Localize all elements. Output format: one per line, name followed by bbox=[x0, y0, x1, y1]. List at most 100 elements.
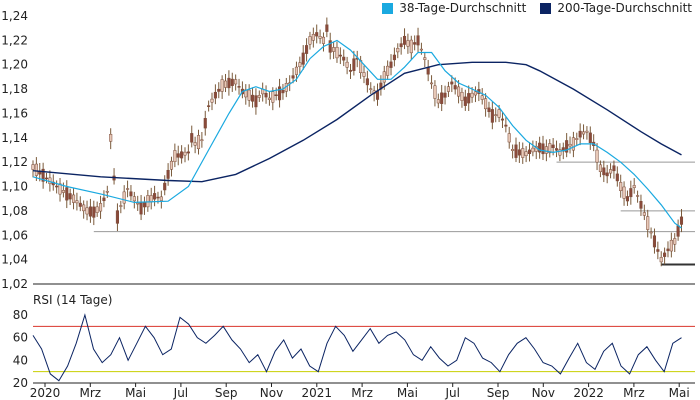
legend-item-ma200: 200-Tage-Durchschnitt bbox=[540, 1, 692, 15]
candle-body bbox=[281, 89, 285, 94]
candle-body bbox=[159, 196, 163, 201]
candle-body bbox=[298, 62, 302, 68]
ma200-line bbox=[32, 61, 682, 183]
candle-body bbox=[663, 252, 667, 257]
candle-body bbox=[88, 206, 92, 217]
candle-body bbox=[227, 77, 231, 89]
candle-body bbox=[44, 177, 49, 180]
candle-body bbox=[365, 78, 369, 86]
x-tick-label: Mai bbox=[669, 386, 690, 400]
legend-label-ma200: 200-Tage-Durchschnitt bbox=[557, 1, 692, 15]
candle-body bbox=[305, 45, 309, 54]
candle-body bbox=[132, 196, 136, 202]
rsi-y-tick-label: 80 bbox=[13, 308, 28, 322]
candle-body bbox=[139, 202, 143, 215]
candle-body bbox=[82, 204, 86, 212]
candle-body bbox=[507, 133, 511, 143]
candle-body bbox=[602, 167, 606, 176]
candle-body bbox=[500, 118, 505, 121]
candle-body bbox=[673, 238, 677, 245]
candle-body bbox=[598, 164, 602, 172]
candle-body bbox=[636, 195, 640, 197]
candle-body bbox=[129, 191, 133, 197]
x-tick-label: Jul bbox=[173, 386, 188, 400]
candle-body bbox=[126, 188, 130, 190]
candle-body bbox=[85, 207, 89, 215]
candle-body bbox=[430, 82, 434, 85]
candle-body bbox=[386, 65, 390, 76]
candle-body bbox=[659, 257, 663, 263]
candle-body bbox=[230, 78, 234, 86]
candle-body bbox=[102, 197, 106, 202]
candle-body bbox=[558, 149, 562, 156]
candle-body bbox=[301, 52, 305, 65]
legend-swatch-ma200 bbox=[540, 2, 552, 14]
x-tick-label: 2021 bbox=[302, 386, 333, 400]
candle-body bbox=[92, 206, 96, 218]
candle-body bbox=[527, 149, 532, 155]
candle-body bbox=[271, 91, 275, 103]
rsi-title: RSI (14 Tage) bbox=[33, 293, 112, 307]
candle-body bbox=[541, 143, 545, 155]
x-tick-label: Mrz bbox=[351, 386, 373, 400]
candle-body bbox=[521, 148, 525, 158]
candle-body bbox=[605, 172, 609, 177]
candle-body bbox=[176, 153, 180, 158]
y-tick-label: 1,16 bbox=[1, 106, 28, 120]
candle-body bbox=[480, 95, 484, 100]
candle-body bbox=[629, 188, 633, 198]
candle-body bbox=[41, 168, 45, 182]
candle-body bbox=[524, 151, 528, 156]
candle-body bbox=[544, 146, 548, 154]
candle-body bbox=[571, 137, 575, 151]
candle-body bbox=[679, 216, 684, 225]
candle-body bbox=[676, 225, 680, 237]
candle-body bbox=[504, 124, 508, 127]
x-tick-label: 2020 bbox=[30, 386, 61, 400]
candle-body bbox=[58, 183, 62, 195]
candle-body bbox=[105, 191, 109, 193]
candle-body bbox=[446, 86, 450, 92]
y-tick-label: 1,20 bbox=[1, 58, 28, 72]
candle-body bbox=[652, 235, 657, 248]
y-tick-label: 1,04 bbox=[1, 253, 28, 267]
candle-body bbox=[308, 36, 312, 45]
candle-body bbox=[294, 66, 298, 75]
candle-body bbox=[473, 91, 478, 96]
candle-body bbox=[55, 185, 59, 188]
candle-body bbox=[196, 135, 201, 150]
candle-body bbox=[142, 202, 147, 208]
candle-body bbox=[457, 86, 461, 97]
candle-body bbox=[34, 163, 38, 176]
candle-body bbox=[78, 202, 82, 207]
candle-body bbox=[220, 79, 224, 92]
candle-body bbox=[311, 34, 315, 41]
candle-body bbox=[75, 200, 79, 204]
candle-body bbox=[551, 144, 555, 149]
candle-body bbox=[467, 93, 471, 104]
y-tick-label: 1,06 bbox=[1, 228, 28, 242]
y-tick-label: 1,02 bbox=[1, 277, 28, 291]
candle-body bbox=[321, 36, 326, 44]
candle-body bbox=[95, 206, 99, 213]
y-tick-label: 1,10 bbox=[1, 180, 28, 194]
candle-body bbox=[517, 149, 521, 156]
candle-body bbox=[65, 187, 69, 201]
candle-body bbox=[619, 182, 623, 191]
x-tick-label: Mrz bbox=[623, 386, 645, 400]
y-tick-label: 1,14 bbox=[1, 131, 28, 145]
candle-body bbox=[649, 231, 653, 234]
candle-body bbox=[257, 95, 261, 98]
candle-body bbox=[109, 134, 113, 142]
candle-body bbox=[200, 139, 204, 142]
candle-body bbox=[460, 92, 464, 101]
candle-body bbox=[588, 132, 592, 144]
candle-body bbox=[278, 86, 282, 101]
candle-body bbox=[166, 169, 170, 179]
candle-body bbox=[548, 143, 552, 154]
candle-body bbox=[575, 138, 579, 140]
candle-body bbox=[203, 118, 207, 129]
candle-body bbox=[646, 216, 650, 230]
